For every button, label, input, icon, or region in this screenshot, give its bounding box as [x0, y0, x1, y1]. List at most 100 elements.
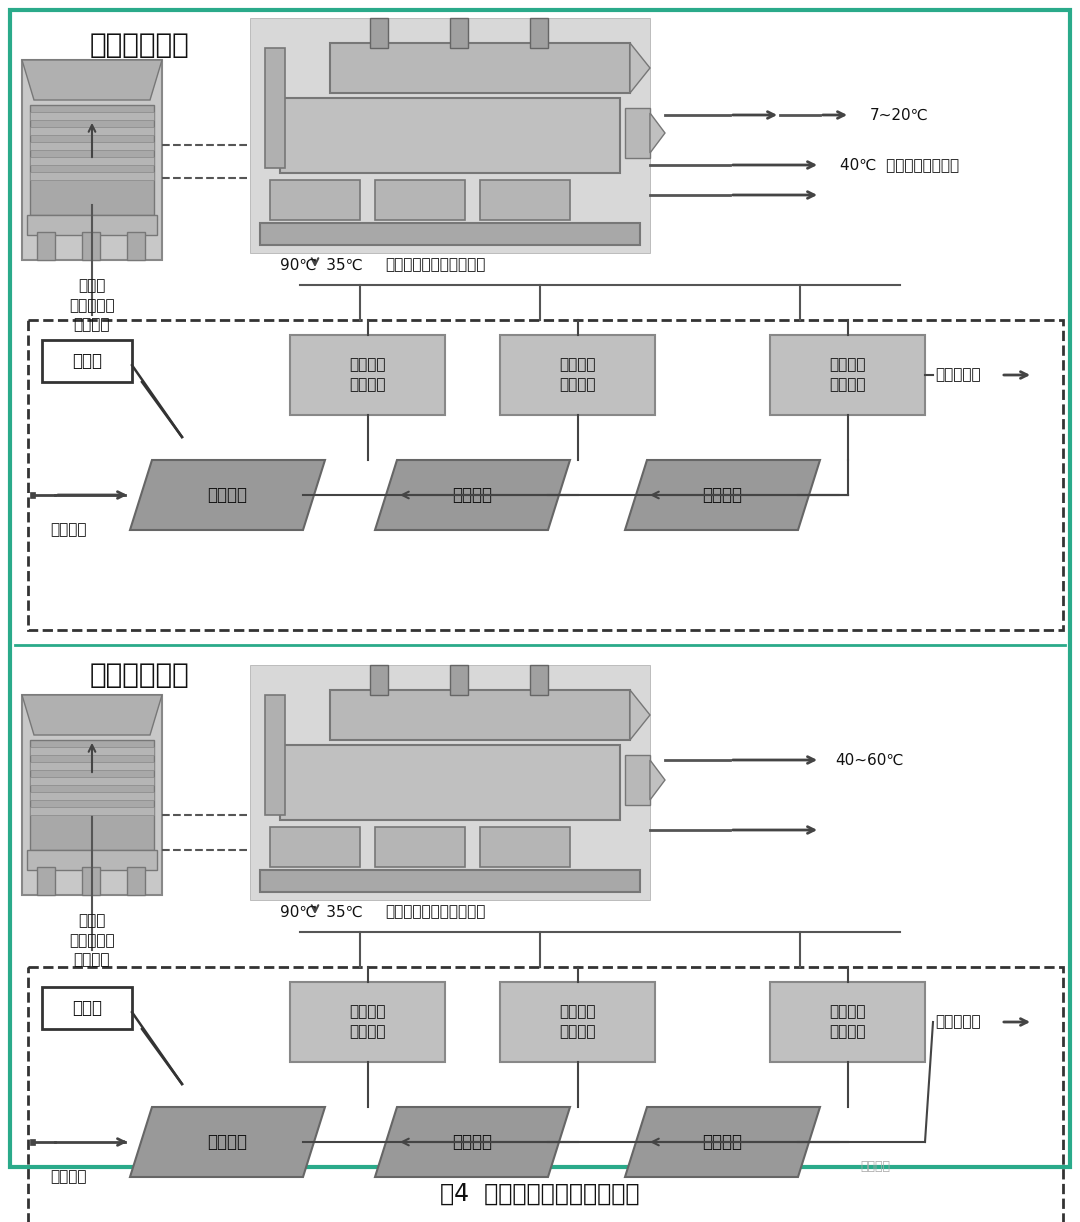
Bar: [330, 43, 630, 93]
Bar: [22, 695, 162, 895]
Bar: [280, 745, 620, 820]
Bar: [30, 777, 154, 785]
Bar: [260, 870, 640, 892]
Polygon shape: [625, 1107, 820, 1177]
Polygon shape: [22, 60, 162, 100]
Text: 后冷余热
取热装置: 后冷余热 取热装置: [829, 1004, 866, 1040]
Text: 7~20℃: 7~20℃: [870, 108, 929, 122]
Bar: [530, 18, 548, 48]
Bar: [375, 180, 465, 220]
Text: 一级余热
取热装置: 一级余热 取热装置: [349, 1004, 386, 1040]
Polygon shape: [130, 459, 325, 530]
Bar: [450, 18, 468, 48]
Text: 一级压缩: 一级压缩: [207, 486, 247, 503]
Bar: [280, 98, 620, 174]
Bar: [30, 172, 154, 180]
Text: 压缩空气出: 压缩空气出: [935, 368, 981, 382]
Text: 二级压缩: 二级压缩: [453, 486, 492, 503]
Text: 空压机余热回收专用机组: 空压机余热回收专用机组: [384, 258, 485, 273]
Text: 冷却塔
原冷却塔夏
季制冷用: 冷却塔 原冷却塔夏 季制冷用: [69, 277, 114, 332]
Text: 空压机: 空压机: [72, 352, 102, 370]
Polygon shape: [130, 1107, 325, 1177]
Bar: [375, 827, 465, 866]
Text: 90℃  35℃: 90℃ 35℃: [280, 904, 363, 919]
Text: 二级压缩: 二级压缩: [453, 1133, 492, 1151]
Text: 40~60℃: 40~60℃: [835, 753, 904, 767]
Text: 三级压缩: 三级压缩: [702, 1133, 743, 1151]
Polygon shape: [630, 43, 650, 93]
Bar: [127, 232, 145, 260]
Bar: [30, 142, 154, 150]
Bar: [249, 665, 650, 899]
Bar: [625, 108, 650, 158]
Bar: [530, 665, 548, 695]
Bar: [28, 320, 1063, 631]
Text: 后冷余热
取热装置: 后冷余热 取热装置: [829, 358, 866, 392]
Bar: [770, 982, 924, 1062]
Text: 一级压缩: 一级压缩: [207, 1133, 247, 1151]
Text: 40℃  生活热水或冷却水: 40℃ 生活热水或冷却水: [840, 158, 959, 172]
Text: 夏季制冷工况: 夏季制冷工况: [90, 31, 190, 59]
Bar: [30, 156, 154, 165]
Text: 空压机余热回收专用机组: 空压机余热回收专用机组: [384, 904, 485, 919]
Bar: [37, 232, 55, 260]
Text: 压缩机网: 压缩机网: [860, 1161, 890, 1173]
Bar: [625, 755, 650, 805]
Bar: [500, 982, 654, 1062]
Bar: [30, 112, 154, 120]
Bar: [30, 1139, 35, 1145]
Text: 冬季制冷工况: 冬季制冷工况: [90, 661, 190, 689]
Bar: [30, 792, 154, 800]
Bar: [30, 763, 154, 770]
Bar: [30, 807, 154, 815]
Bar: [270, 827, 360, 866]
Bar: [30, 741, 154, 851]
Bar: [82, 866, 100, 895]
Bar: [249, 18, 650, 253]
Polygon shape: [22, 695, 162, 734]
Text: 空气吸入: 空气吸入: [50, 523, 86, 538]
Bar: [260, 222, 640, 244]
Bar: [291, 982, 445, 1062]
Bar: [28, 967, 1063, 1222]
Bar: [30, 747, 154, 755]
Polygon shape: [650, 112, 665, 153]
Text: 图4  离心空压机节能改造原理: 图4 离心空压机节能改造原理: [441, 1182, 639, 1206]
Bar: [27, 215, 157, 235]
Bar: [450, 665, 468, 695]
Bar: [30, 127, 154, 134]
Text: 冷却塔
原冷却塔夏
季制冷用: 冷却塔 原冷却塔夏 季制冷用: [69, 913, 114, 968]
Text: 空气吸入: 空气吸入: [50, 1169, 86, 1184]
Bar: [265, 695, 285, 815]
Text: 空压机: 空压机: [72, 1000, 102, 1017]
Bar: [265, 48, 285, 167]
Bar: [27, 851, 157, 870]
Bar: [42, 987, 132, 1029]
Bar: [42, 340, 132, 382]
Bar: [770, 335, 924, 415]
Text: 一级余热
取热装置: 一级余热 取热装置: [349, 358, 386, 392]
Bar: [480, 180, 570, 220]
Bar: [500, 335, 654, 415]
Polygon shape: [375, 1107, 570, 1177]
Bar: [82, 232, 100, 260]
Bar: [270, 180, 360, 220]
Bar: [480, 827, 570, 866]
Polygon shape: [630, 690, 650, 741]
Text: 压缩空气出: 压缩空气出: [935, 1014, 981, 1029]
Polygon shape: [375, 459, 570, 530]
Bar: [22, 60, 162, 260]
Bar: [291, 335, 445, 415]
Bar: [37, 866, 55, 895]
Bar: [370, 18, 388, 48]
Text: 90℃  35℃: 90℃ 35℃: [280, 258, 363, 273]
Bar: [30, 492, 35, 499]
Text: 二级余热
取热装置: 二级余热 取热装置: [559, 1004, 596, 1040]
Text: 二级余热
取热装置: 二级余热 取热装置: [559, 358, 596, 392]
Bar: [30, 105, 154, 215]
Bar: [370, 665, 388, 695]
Polygon shape: [625, 459, 820, 530]
Text: 三级压缩: 三级压缩: [702, 486, 743, 503]
Bar: [127, 866, 145, 895]
Polygon shape: [650, 760, 665, 800]
